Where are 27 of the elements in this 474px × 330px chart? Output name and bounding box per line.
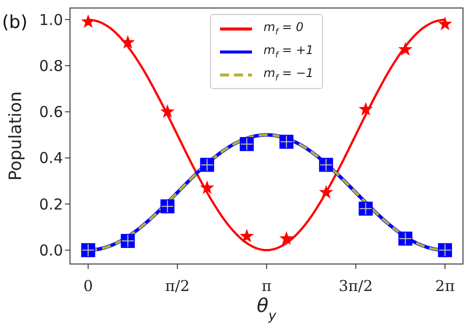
y-tick-label: 0.4 (39, 149, 63, 168)
point (438, 16, 452, 30)
point (81, 14, 96, 28)
point (120, 35, 135, 49)
point (318, 185, 334, 199)
point (279, 231, 294, 245)
y-tick-label: 1.0 (39, 10, 63, 29)
x-tick-label: π (262, 277, 272, 295)
point (200, 180, 214, 194)
y-tick-label: 0.2 (39, 195, 63, 214)
x-tick-label: 0 (83, 277, 93, 295)
y-tick-label: 0.6 (39, 103, 63, 122)
legend-label: m$_{f}$ = +1 (263, 43, 314, 60)
x-tick-label: 3π/2 (338, 277, 373, 295)
point (358, 102, 373, 116)
y-tick-label: 0.8 (39, 56, 63, 75)
y-tick-label: 0.0 (39, 241, 63, 260)
point (398, 42, 412, 56)
x-axis-title: θ$_{y}$ (256, 295, 278, 324)
y-axis-title: Population (6, 91, 26, 181)
legend-label: m$_{f}$ = −1 (263, 66, 314, 83)
text: (b) (2, 12, 28, 33)
x-tick-label: 2π (435, 277, 455, 295)
point (240, 228, 254, 242)
legend-label: m$_{f}$ = 0 (263, 20, 304, 37)
point (160, 104, 175, 118)
x-tick-label: π/2 (165, 277, 190, 295)
